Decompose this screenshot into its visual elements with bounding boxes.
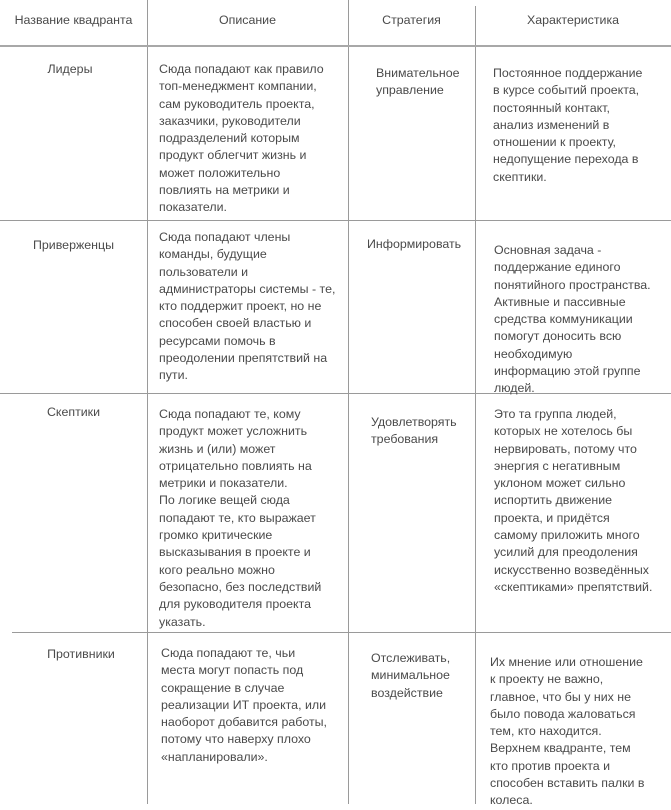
row-divider: [12, 632, 671, 633]
row-characteristic: Их мнение или отношение к проекту не важ…: [490, 655, 645, 808]
row-divider: [0, 393, 671, 394]
row-strategy: Отслеживать, минимальное воздействие: [371, 651, 451, 700]
header-quadrant-name: Название квадранта: [14, 13, 133, 27]
row-description: Сюда попадают те, чьи места могут попаст…: [161, 646, 327, 764]
header-description: Описание: [218, 13, 276, 27]
row-divider: [0, 220, 671, 221]
header-divider: [0, 45, 671, 47]
row-strategy: Информировать: [367, 237, 462, 251]
row-description: Сюда попадают как правило топ-менеджмент…: [159, 62, 324, 215]
row-name: Скептики: [46, 405, 101, 419]
row-description: Сюда попадают члены команды, будущие пол…: [159, 230, 336, 383]
header-strategy: Стратегия: [382, 13, 441, 27]
row-characteristic: Постоянное поддержание в курсе событий п…: [493, 66, 643, 184]
row-name: Противники: [47, 647, 115, 661]
row-name: Лидеры: [47, 62, 93, 76]
row-characteristic: Основная задача - поддержание единого по…: [494, 243, 651, 396]
row-strategy: Удовлетворять требования: [371, 415, 457, 447]
row-strategy: Внимательное управление: [376, 66, 460, 98]
column-divider: [147, 0, 148, 804]
row-name: Приверженцы: [33, 238, 114, 252]
column-divider: [348, 0, 349, 804]
row-characteristic: Это та группа людей, которых не хотелось…: [494, 407, 653, 594]
column-divider: [475, 6, 476, 804]
row-description: Сюда попадают те, кому продукт может усл…: [159, 407, 322, 629]
header-characteristic: Характеристика: [526, 13, 620, 27]
